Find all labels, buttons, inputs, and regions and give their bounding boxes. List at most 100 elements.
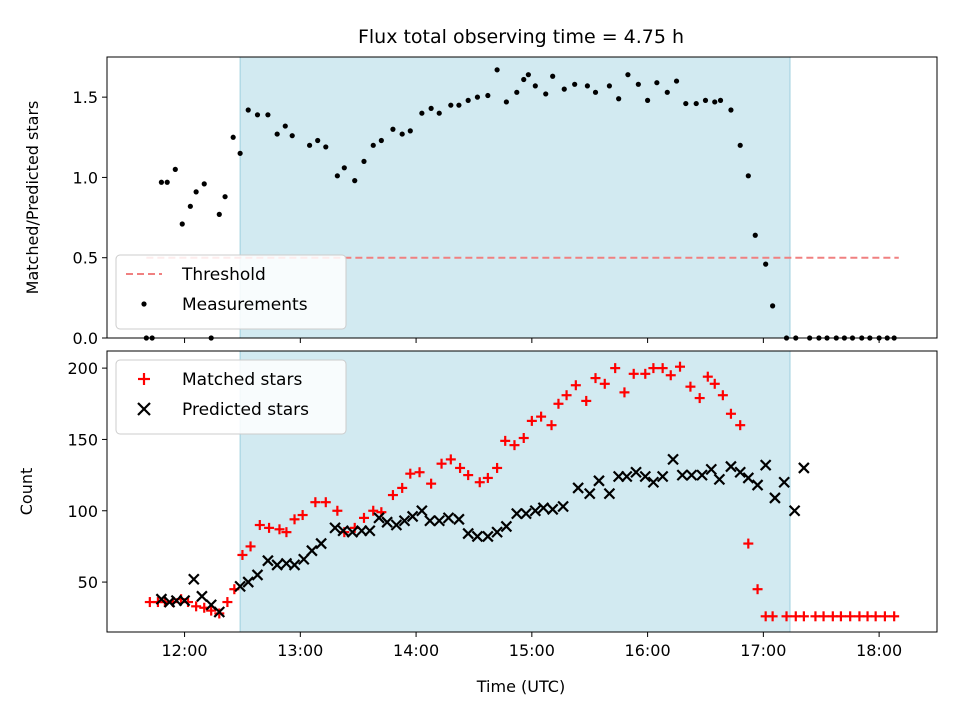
- bottom-plus-point-73: [798, 611, 809, 622]
- top-dot-point-20: [306, 142, 313, 148]
- bottom-plus-point-18: [289, 514, 300, 525]
- top-dot-point-23: [334, 173, 340, 179]
- top-dot-point-15: [254, 112, 261, 118]
- bottom-plus-point-70: [767, 611, 778, 622]
- bottom-plus-point-51: [599, 378, 610, 389]
- bottom-plus-point-25: [358, 512, 369, 523]
- bottom-plus-point-26: [368, 505, 379, 516]
- bottom-x-point-9: [242, 576, 255, 588]
- top-ytick-label-1: 0.5: [73, 249, 98, 268]
- bottom-plus-point-15: [264, 522, 275, 533]
- bottom-frame: [106, 350, 938, 633]
- bottom-plus-point-22: [332, 505, 343, 516]
- bottom-x-point-12: [271, 559, 283, 571]
- top-dot-point-66: [737, 142, 743, 148]
- bottom-plus-point-53: [619, 387, 630, 398]
- top-dot-point-31: [407, 128, 413, 134]
- bottom-plus-point-32: [426, 478, 437, 489]
- bottom-x-point-7: [213, 606, 226, 618]
- bottom-plus-point-61: [694, 393, 705, 404]
- bottom-x-point-37: [500, 520, 513, 533]
- bottom-x-point-19: [337, 524, 349, 537]
- top-dot-point-41: [503, 99, 509, 105]
- top-dot-point-45: [532, 83, 538, 89]
- bottom-x-point-38: [511, 507, 523, 520]
- top-dot-point-4: [172, 166, 178, 172]
- bottom-x-point-52: [647, 476, 660, 489]
- bottom-x-point-22: [363, 524, 376, 537]
- top-dot-point-40: [494, 67, 500, 73]
- top-dot-point-14: [245, 107, 251, 113]
- bottom-x-point-30: [433, 514, 446, 527]
- top-dot-point-55: [635, 81, 641, 87]
- bottom-x-point-44: [572, 482, 584, 494]
- bottom-plus-point-58: [665, 370, 676, 381]
- top-legend-label-1: Measurements: [182, 295, 308, 315]
- bottom-x-point-25: [390, 519, 403, 531]
- top-ytick-label-3: 1.5: [73, 88, 98, 107]
- bottom-plus-point-31: [414, 467, 425, 478]
- bottom-plus-point-34: [445, 454, 456, 465]
- bottom-x-point-16: [306, 544, 318, 557]
- top-dot-point-46: [543, 91, 549, 97]
- xtick-label-2: 14:00: [393, 641, 439, 660]
- top-dot-point-10: [216, 211, 222, 217]
- bottom-plus-point-65: [725, 408, 736, 419]
- bottom-plus-point-17: [281, 527, 292, 538]
- top-y-axis-label: Matched/Predicted stars: [23, 101, 42, 295]
- bottom-x-point-68: [798, 462, 810, 474]
- bottom-panel: 50 100 150 200 12:00 13:00 14:00 15:00 16:00 17:0…: [17, 350, 938, 660]
- top-dot-point-18: [282, 123, 288, 129]
- top-dot-point-2: [158, 179, 165, 185]
- bottom-x-point-67: [788, 504, 801, 517]
- bottom-plus-point-46: [553, 398, 564, 409]
- top-dot-point-8: [201, 181, 207, 187]
- top-legend: Threshold Measurements: [115, 254, 347, 330]
- top-dot-point-34: [436, 110, 442, 116]
- bottom-plus-point-78: [845, 611, 856, 622]
- top-ytick-label-0: 0.0: [73, 329, 98, 348]
- top-dot-point-44: [525, 72, 531, 78]
- bottom-legend-label-0: Matched stars: [182, 370, 302, 390]
- bottom-plus-point-55: [640, 368, 651, 379]
- bottom-ytick-label-0: 50: [78, 573, 98, 592]
- bottom-plus-point-77: [835, 611, 846, 622]
- bottom-plus-point-16: [274, 524, 285, 535]
- bottom-x-point-39: [520, 507, 532, 520]
- bottom-x-point-28: [416, 504, 428, 517]
- bottom-plus-point-62: [702, 371, 713, 382]
- bottom-plus-point-57: [657, 363, 668, 374]
- top-dot-point-37: [465, 97, 471, 103]
- bottom-plus-point-10: [222, 597, 233, 608]
- top-dot-point-24: [341, 165, 347, 171]
- bottom-x-point-27: [406, 510, 419, 523]
- bottom-x-point-10: [251, 569, 264, 581]
- bottom-ytick-label-3: 200: [67, 359, 98, 378]
- top-dot-point-63: [712, 99, 718, 105]
- xtick-label-6: 18:00: [856, 641, 902, 660]
- top-dot-point-57: [654, 80, 660, 86]
- bottom-x-point-40: [529, 504, 542, 517]
- bottom-plus-point-44: [536, 411, 547, 422]
- top-dot-point-48: [561, 86, 567, 92]
- bottom-legend-label-1: Predicted stars: [182, 400, 309, 420]
- top-dot-point-64: [717, 97, 724, 103]
- top-dot-point-6: [187, 203, 193, 209]
- top-dot-point-22: [323, 144, 329, 150]
- bottom-x-point-5: [196, 590, 208, 603]
- bottom-plus-point-71: [781, 611, 792, 622]
- bottom-x-point-26: [398, 514, 411, 527]
- bottom-plus-point-60: [685, 381, 696, 392]
- bottom-plus-point-35: [455, 462, 466, 473]
- bottom-plus-point-45: [546, 420, 557, 431]
- bottom-plus-point-48: [570, 380, 581, 391]
- bottom-x-point-24: [381, 516, 393, 528]
- bottom-x-point-42: [546, 503, 559, 516]
- top-dot-point-7: [193, 189, 199, 195]
- bottom-x-point-18: [329, 522, 341, 534]
- bottom-x-point-65: [769, 492, 781, 504]
- top-legend-label-0: Threshold: [181, 265, 266, 285]
- bottom-x-point-35: [482, 530, 494, 543]
- bottom-plus-point-28: [387, 490, 398, 501]
- top-dot-point-62: [702, 97, 709, 103]
